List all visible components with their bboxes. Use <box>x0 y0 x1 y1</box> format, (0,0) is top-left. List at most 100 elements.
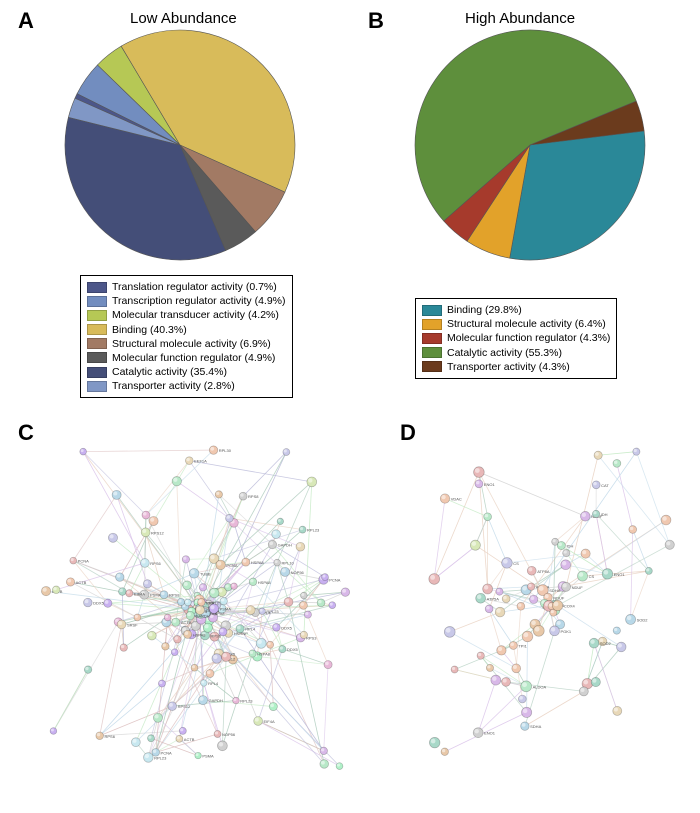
network-node-label: HSPA8 <box>193 632 207 637</box>
network-node-label: RPL30 <box>219 448 232 453</box>
network-node-label: IDH <box>601 512 608 517</box>
network-node-label: HSPA8 <box>258 580 272 585</box>
legend-row: Binding (40.3%) <box>87 323 286 337</box>
legend-text: Transporter activity (4.3%) <box>447 360 570 374</box>
legend-swatch <box>87 338 107 349</box>
network-node-label: DDX5 <box>287 647 298 652</box>
network-node-label: RPL10 <box>282 561 295 566</box>
network-node-label: SOD2 <box>637 617 649 622</box>
network-node-label: DDX5 <box>281 625 292 630</box>
network-node-label: PSMA <box>202 754 214 759</box>
network-edge <box>636 452 669 545</box>
network-edge <box>73 495 116 561</box>
legend-row: Molecular function regulator (4.3%) <box>422 331 610 345</box>
legend-text: Molecular transducer activity (4.2%) <box>112 308 279 322</box>
legend-text: Catalytic activity (35.4%) <box>112 365 227 379</box>
legend-text: Molecular function regulator (4.9%) <box>112 351 275 365</box>
legend-row: Catalytic activity (35.4%) <box>87 365 286 379</box>
network-edge <box>598 452 636 456</box>
network-node-label: DDX5 <box>93 601 104 606</box>
legend-swatch <box>87 367 107 378</box>
network-edge <box>478 686 526 732</box>
network-edge <box>488 517 507 563</box>
network-node-label: GAPDH <box>195 614 209 619</box>
network-node-label: RPS6 <box>104 734 115 739</box>
network-edge <box>257 656 328 664</box>
legend-a: Translation regulator activity (0.7%)Tra… <box>80 275 293 398</box>
network-edge <box>478 680 496 733</box>
network-edge <box>177 481 181 602</box>
network-edge <box>100 624 122 735</box>
legend-text: Translation regulator activity (0.7%) <box>112 280 277 294</box>
network-node-label: PCNA <box>78 559 89 564</box>
network-node-label: VDAC <box>451 497 462 502</box>
network-node-label: ACTB <box>181 620 192 625</box>
network-node-label: PSMA <box>220 607 232 612</box>
legend-text: Binding (40.3%) <box>112 323 187 337</box>
network-edge <box>148 668 194 758</box>
network-edge <box>289 602 325 764</box>
network-node-label: SRSF <box>127 622 138 627</box>
network-node-label: CS <box>513 561 519 566</box>
network-edge <box>479 472 488 589</box>
network-node-label: CAT <box>601 483 609 488</box>
legend-swatch <box>87 324 107 335</box>
network-edge <box>594 643 617 711</box>
network-edge <box>243 452 286 496</box>
legend-text: Structural molecule activity (6.4%) <box>447 317 606 331</box>
network-node-label: ALDOA <box>533 684 547 689</box>
legend-swatch <box>422 305 442 316</box>
network-node-label: RPL23 <box>307 528 320 533</box>
network-node-label: ENO1 <box>614 572 626 577</box>
network-edge <box>71 582 138 617</box>
legend-row: Transporter activity (2.8%) <box>87 379 286 393</box>
network-edge <box>189 461 312 482</box>
network-node-label: COX4 <box>564 604 576 609</box>
network-edge <box>583 520 667 576</box>
legend-text: Transporter activity (2.8%) <box>112 379 235 393</box>
legend-text: Catalytic activity (55.3%) <box>447 346 562 360</box>
legend-swatch <box>87 310 107 321</box>
network-edge <box>258 721 339 766</box>
network-node-label: NOP56 <box>291 570 305 575</box>
network-edge <box>129 563 145 593</box>
legend-swatch <box>87 296 107 307</box>
network-node-label: SDHA <box>530 724 541 729</box>
network-node-label: IDH <box>566 544 573 549</box>
legend-row: Transcription regulator activity (4.9%) <box>87 294 286 308</box>
network-node-label: RPS12 <box>151 530 164 535</box>
legend-row: Catalytic activity (55.3%) <box>422 346 610 360</box>
network-node-label: RPS12 <box>178 704 191 709</box>
network-edge <box>633 529 649 570</box>
network-edge <box>83 452 145 563</box>
legend-swatch <box>87 352 107 363</box>
network-node-label: CS <box>589 574 595 579</box>
network-edge <box>324 665 328 751</box>
legend-swatch <box>87 282 107 293</box>
network-edge <box>434 472 479 579</box>
legend-row: Molecular transducer activity (4.2%) <box>87 308 286 322</box>
network-node-label: PCNA <box>226 563 237 568</box>
network-d: NDUFENO1TPI1CATCSENO1ATP5AALDOAATP5AVDAC… <box>420 445 680 765</box>
network-node-label: RPL4 <box>245 627 256 632</box>
legend-swatch <box>422 333 442 344</box>
network-node-label: SOD2 <box>600 641 612 646</box>
network-edge <box>158 668 195 718</box>
network-node-label: TPI1 <box>518 643 527 648</box>
network-node-label: RPS3 <box>306 636 317 641</box>
network-edge <box>53 670 88 731</box>
network-node-label: ACTB <box>184 737 195 742</box>
network-edge <box>233 659 324 764</box>
network-node-label: ATP5A <box>537 569 550 574</box>
network-node-label: RPL23 <box>154 755 167 760</box>
legend-text: Structural molecule activity (6.9%) <box>112 337 271 351</box>
network-node-label: NDUF <box>572 585 584 590</box>
panel-d-label: D <box>400 420 416 446</box>
legend-text: Binding (29.8%) <box>447 303 522 317</box>
legend-row: Transporter activity (4.3%) <box>422 360 610 374</box>
network-edge <box>83 450 213 452</box>
network-edge <box>53 622 118 731</box>
network-node-label: RPL23 <box>266 609 279 614</box>
network-node-label: HSPA8 <box>251 560 265 565</box>
legend-swatch <box>422 347 442 358</box>
